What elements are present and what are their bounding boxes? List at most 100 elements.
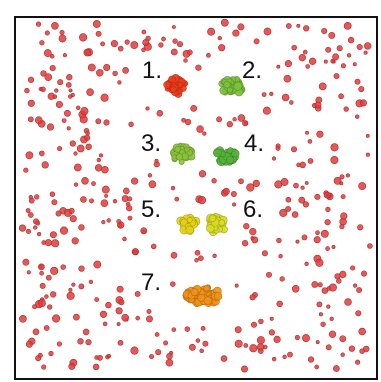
background-dot [27,116,34,123]
background-dot [85,339,92,346]
background-dot [127,215,133,221]
background-dot [156,110,164,117]
background-dot [101,185,110,194]
background-dot [220,18,229,27]
background-dot [340,63,346,69]
background-dot [118,299,125,306]
background-dot [41,240,46,245]
background-dot [131,177,139,185]
background-dot [32,304,38,310]
cluster-6-dot [218,219,226,227]
background-dot [196,125,204,133]
cluster-5-dot [186,217,193,223]
cluster-4-dot [213,148,222,158]
background-dot [202,340,209,347]
background-dot [195,338,201,343]
background-dot [85,143,92,150]
background-dot [174,196,180,202]
background-dot [34,194,40,200]
background-dot [314,101,322,109]
background-dot [58,34,67,43]
background-dot [198,170,207,178]
background-dot [117,80,122,85]
background-dot [298,54,306,62]
background-dot [358,182,367,191]
background-dot [56,341,62,347]
background-dot [57,146,63,152]
background-dot [234,283,239,288]
background-dot [303,25,310,32]
cluster-5-dot [185,225,195,235]
background-dot [86,88,94,97]
background-dot [96,69,104,77]
background-dot [51,22,59,30]
background-dot [146,315,153,323]
background-dot [271,156,277,161]
background-dot [290,146,297,153]
background-dot [146,309,152,314]
background-dot [43,49,52,58]
background-dot [27,76,35,83]
background-dot [155,349,162,356]
background-dot [358,327,366,336]
background-dot [96,157,101,163]
background-dot [166,352,173,360]
background-dot [336,45,343,52]
background-dot [44,73,53,82]
background-dot [105,301,112,309]
background-dot [276,300,283,308]
background-dot [321,287,329,294]
background-dot [273,335,281,343]
background-dot [355,310,362,317]
background-dot [106,218,111,223]
background-dot [262,344,268,350]
label-5: 5. [141,196,161,223]
background-dot [49,65,56,72]
background-dot [44,239,52,247]
background-dot [25,228,32,234]
background-dot [339,174,345,180]
background-dot [45,274,52,281]
cluster-7-dot [213,292,223,301]
background-dot [59,226,69,235]
background-dot [57,79,64,86]
background-dot [69,140,76,147]
background-dot [158,42,164,48]
background-dot [128,121,134,127]
background-dot [55,100,63,109]
cluster-4-dot [231,149,240,158]
background-dot [357,224,364,231]
background-dot [212,253,217,258]
background-dot [197,196,207,205]
background-dot [104,193,109,198]
background-dot [194,249,201,256]
background-dot [360,99,367,107]
background-dot [333,176,342,185]
background-dot [73,182,79,187]
background-dot [330,58,336,64]
background-dot [170,281,176,287]
background-dot [25,208,31,214]
background-dot [100,41,105,47]
background-dot [317,282,323,288]
background-dot [325,206,331,213]
background-dot [121,313,130,322]
background-dot [302,334,310,343]
background-dot [318,312,323,317]
background-dot [115,307,123,315]
background-dot [307,356,315,363]
background-dot [73,313,80,321]
background-dot [230,191,237,197]
background-dot [328,330,337,338]
background-dot [364,42,372,50]
background-dot [59,29,65,36]
background-dot [95,30,102,37]
background-dot [49,54,55,59]
label-1: 1. [142,57,162,84]
background-dot [296,23,301,28]
background-dot [35,21,42,27]
background-dot [117,45,124,52]
background-dot [237,114,246,122]
background-dot [172,38,178,44]
